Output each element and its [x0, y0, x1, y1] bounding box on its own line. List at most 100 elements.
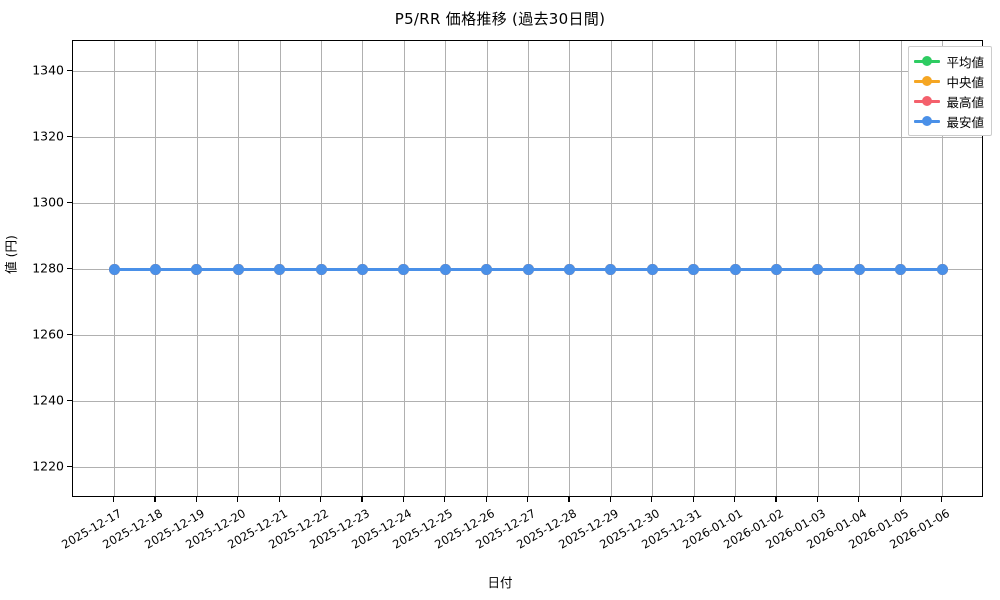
series-segment — [114, 267, 156, 271]
x-tick-mark-2 — [195, 497, 198, 502]
x-tick-mark-0 — [113, 497, 115, 502]
series-segment — [817, 267, 860, 271]
y-tick-mark-6 — [67, 70, 72, 72]
series-segment — [735, 267, 777, 271]
gridline-y-2 — [73, 335, 982, 336]
y-tick-label-1: 1240 — [32, 392, 64, 408]
data-point-marker — [770, 263, 782, 275]
data-point-marker — [688, 263, 700, 275]
data-point-marker — [895, 263, 907, 275]
gridline-y-4 — [73, 203, 982, 204]
gridline-y-6 — [73, 71, 982, 72]
x-tick-mark-10 — [527, 497, 529, 502]
x-tick-mark-8 — [444, 497, 446, 502]
series-segment — [321, 267, 363, 271]
y-tick-mark-0 — [67, 466, 72, 468]
y-tick-mark-4 — [67, 202, 72, 204]
data-point-marker — [936, 263, 948, 275]
x-axis-label: 日付 — [487, 575, 513, 590]
x-tick-mark-19 — [899, 497, 901, 502]
y-tick-mark-3 — [67, 268, 72, 270]
data-point-marker — [439, 263, 451, 275]
series-segment — [569, 267, 611, 271]
y-tick-mark-2 — [67, 334, 72, 336]
gridline-y-0 — [73, 467, 982, 468]
x-tick-mark-6 — [361, 497, 363, 502]
legend-item-2[interactable]: 最高値 — [914, 91, 984, 111]
data-point-marker — [356, 263, 368, 275]
series-segment — [610, 267, 653, 271]
y-tick-label-5: 1320 — [32, 128, 64, 144]
data-point-marker — [191, 263, 203, 275]
data-point-marker — [853, 263, 865, 275]
x-tick-mark-1 — [154, 497, 156, 502]
legend-item-3[interactable]: 最安値 — [914, 111, 984, 131]
series-segment — [155, 267, 197, 271]
data-point-marker — [812, 263, 824, 275]
y-tick-mark-5 — [67, 136, 72, 138]
data-point-marker — [481, 263, 493, 275]
x-tick-mark-12 — [609, 497, 612, 502]
plot-area — [72, 40, 983, 497]
legend-label: 最安値 — [946, 114, 984, 130]
x-tick-mark-13 — [651, 497, 653, 502]
x-tick-mark-7 — [402, 497, 405, 502]
legend-item-1[interactable]: 中央値 — [914, 71, 984, 91]
chart-legend: 平均値中央値最高値最安値 — [908, 46, 992, 136]
data-point-marker — [232, 263, 244, 275]
y-tick-label-0: 1220 — [32, 458, 64, 474]
series-segment — [238, 267, 280, 271]
x-tick-mark-11 — [568, 497, 570, 502]
y-tick-mark-1 — [67, 400, 72, 402]
x-tick-mark-18 — [858, 497, 860, 502]
series-segment — [445, 267, 487, 271]
legend-marker-icon — [914, 54, 941, 68]
gridline-y-1 — [73, 401, 982, 402]
y-tick-label-2: 1260 — [32, 326, 64, 342]
y-tick-label-6: 1340 — [32, 62, 64, 78]
legend-marker-icon — [914, 114, 941, 128]
data-point-marker — [646, 263, 658, 275]
gridline-y-5 — [73, 137, 982, 138]
legend-label: 最高値 — [946, 94, 984, 110]
legend-item-0[interactable]: 平均値 — [914, 51, 984, 71]
data-point-marker — [274, 263, 286, 275]
x-tick-mark-16 — [775, 497, 777, 502]
y-axis-label: 値 (円) — [3, 235, 19, 274]
y-tick-label-3: 1280 — [32, 260, 64, 276]
x-tick-mark-17 — [816, 497, 819, 502]
data-point-marker — [149, 263, 161, 275]
series-segment — [196, 267, 239, 271]
data-point-marker — [605, 263, 617, 275]
series-segment — [403, 267, 446, 271]
x-tick-mark-14 — [692, 497, 694, 502]
data-point-marker — [108, 263, 120, 275]
chart-title: P5/RR 価格推移 (過去30日間) — [394, 10, 606, 28]
series-segment — [279, 267, 321, 271]
series-segment — [693, 267, 735, 271]
series-segment — [900, 267, 942, 271]
x-tick-mark-15 — [734, 497, 736, 502]
series-segment — [776, 267, 818, 271]
legend-label: 中央値 — [946, 74, 984, 90]
series-segment — [859, 267, 901, 271]
data-point-marker — [315, 263, 327, 275]
y-axis-tick-labels: 1220 1240 1260 1280 1300 1320 1340 — [0, 0, 64, 600]
x-tick-mark-20 — [941, 497, 943, 502]
x-tick-mark-4 — [278, 497, 280, 502]
data-point-marker — [729, 263, 741, 275]
legend-label: 平均値 — [946, 54, 984, 70]
data-point-marker — [563, 263, 575, 275]
legend-marker-icon — [914, 94, 941, 108]
data-point-marker — [522, 263, 534, 275]
legend-marker-icon — [914, 74, 941, 88]
series-segment — [362, 267, 404, 271]
series-segment — [652, 267, 694, 271]
x-tick-mark-5 — [320, 497, 322, 502]
series-segment — [486, 267, 528, 271]
x-tick-mark-9 — [485, 497, 487, 502]
data-point-marker — [398, 263, 410, 275]
series-segment — [528, 267, 570, 271]
y-tick-label-4: 1300 — [32, 194, 64, 210]
